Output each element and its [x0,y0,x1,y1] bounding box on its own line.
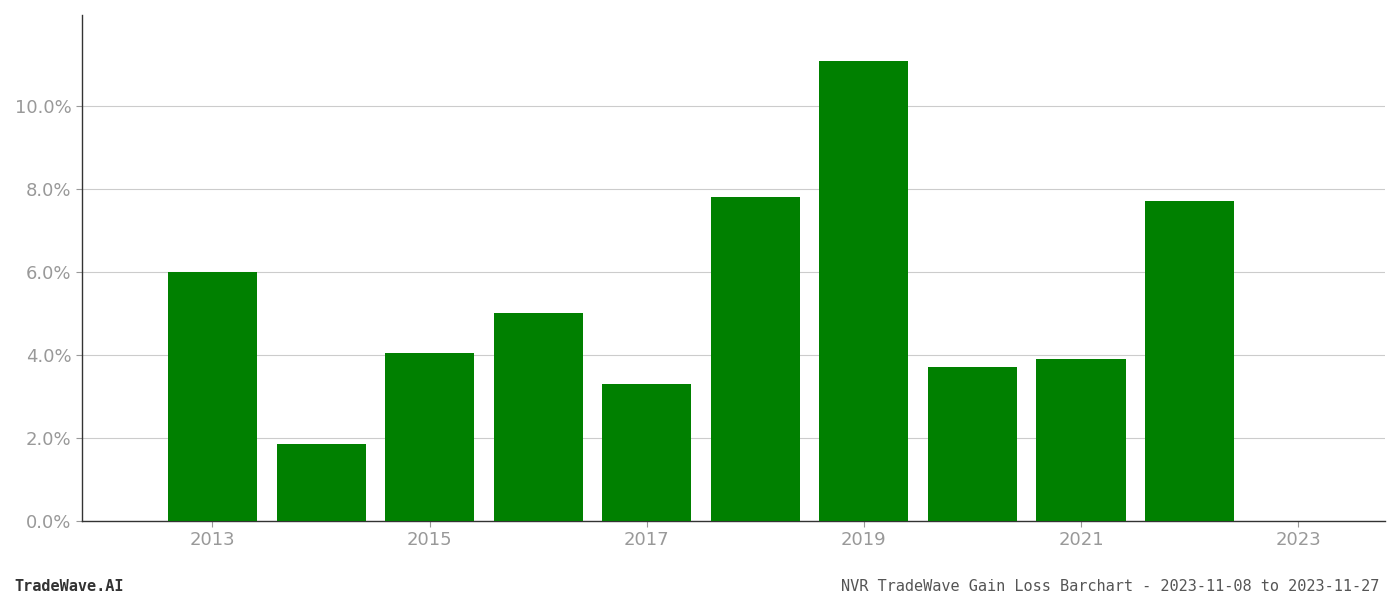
Bar [1145,202,1233,521]
Bar [277,444,365,521]
Bar [602,384,692,521]
Bar [385,353,475,521]
Bar [494,313,582,521]
Bar [1036,359,1126,521]
Text: NVR TradeWave Gain Loss Barchart - 2023-11-08 to 2023-11-27: NVR TradeWave Gain Loss Barchart - 2023-… [840,579,1379,594]
Bar [928,367,1016,521]
Bar [819,61,909,521]
Bar [711,197,799,521]
Text: TradeWave.AI: TradeWave.AI [14,579,123,594]
Bar [168,272,258,521]
